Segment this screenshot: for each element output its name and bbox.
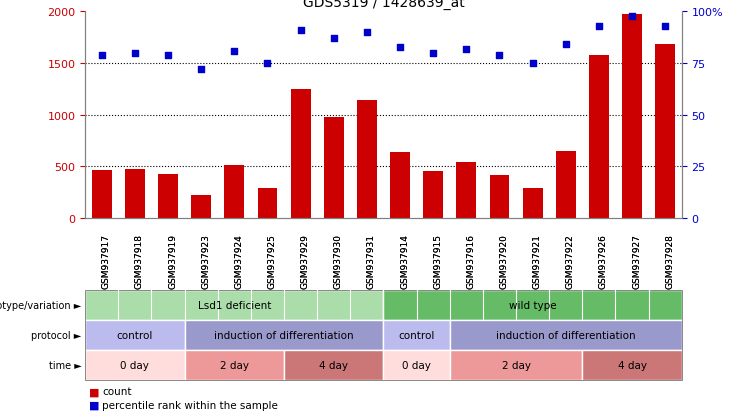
Text: time ►: time ► — [49, 360, 82, 370]
Text: GSM937926: GSM937926 — [599, 234, 608, 289]
Text: induction of differentiation: induction of differentiation — [496, 330, 636, 340]
Bar — [324, 118, 344, 218]
Point — [328, 36, 339, 43]
Text: GSM937925: GSM937925 — [268, 234, 276, 289]
Text: GSM937930: GSM937930 — [333, 234, 343, 289]
Text: genotype/variation ►: genotype/variation ► — [0, 301, 82, 311]
Text: 2 day: 2 day — [220, 360, 249, 370]
Point — [626, 13, 638, 20]
Point — [295, 28, 307, 34]
Bar — [423, 171, 443, 218]
Text: GSM937923: GSM937923 — [202, 234, 210, 289]
Bar — [357, 101, 377, 218]
Text: GSM937917: GSM937917 — [102, 234, 111, 289]
Text: GSM937918: GSM937918 — [135, 234, 144, 289]
Text: ■: ■ — [89, 387, 99, 396]
Text: control: control — [117, 330, 153, 340]
Bar — [490, 175, 509, 218]
Text: Lsd1 deficient: Lsd1 deficient — [198, 301, 271, 311]
Text: GSM937929: GSM937929 — [301, 234, 310, 289]
Text: GSM937929: GSM937929 — [301, 234, 310, 289]
Text: count: count — [102, 387, 132, 396]
Text: GSM937927: GSM937927 — [632, 234, 641, 289]
Text: wild type: wild type — [509, 301, 556, 311]
Bar — [390, 153, 410, 218]
Text: GSM937919: GSM937919 — [168, 234, 177, 289]
Text: GSM937914: GSM937914 — [400, 234, 409, 289]
Bar — [225, 166, 245, 218]
Title: GDS5319 / 1428639_at: GDS5319 / 1428639_at — [302, 0, 465, 10]
Text: GSM937931: GSM937931 — [367, 234, 376, 289]
Bar — [158, 175, 178, 218]
Point — [494, 52, 505, 59]
Text: GSM937927: GSM937927 — [632, 234, 641, 289]
Text: GSM937920: GSM937920 — [499, 234, 508, 289]
Point — [228, 48, 240, 55]
Bar — [456, 162, 476, 218]
Text: control: control — [399, 330, 435, 340]
Point — [527, 61, 539, 67]
Text: 0 day: 0 day — [121, 360, 150, 370]
Bar — [622, 15, 642, 218]
Text: 4 day: 4 day — [319, 360, 348, 370]
Bar — [556, 152, 576, 218]
Text: GSM937923: GSM937923 — [202, 234, 210, 289]
Text: GSM937914: GSM937914 — [400, 234, 409, 289]
Text: GSM937918: GSM937918 — [135, 234, 144, 289]
Point — [593, 24, 605, 30]
Text: GSM937930: GSM937930 — [333, 234, 343, 289]
Text: GSM937921: GSM937921 — [533, 234, 542, 289]
Text: GSM937916: GSM937916 — [466, 234, 475, 289]
Point — [394, 44, 406, 51]
Bar — [522, 189, 542, 218]
Bar — [655, 45, 675, 218]
Text: GSM937928: GSM937928 — [665, 234, 674, 289]
Point — [559, 42, 571, 49]
Text: GSM937924: GSM937924 — [234, 234, 243, 289]
Point — [262, 61, 273, 67]
Text: GSM937922: GSM937922 — [565, 234, 575, 289]
Text: percentile rank within the sample: percentile rank within the sample — [102, 400, 278, 410]
Text: 0 day: 0 day — [402, 360, 431, 370]
Point — [460, 46, 472, 53]
Point — [129, 50, 141, 57]
Text: GSM937922: GSM937922 — [565, 234, 575, 289]
Text: protocol ►: protocol ► — [31, 330, 82, 340]
Text: GSM937915: GSM937915 — [433, 234, 442, 289]
Bar — [290, 90, 310, 218]
Bar — [258, 189, 277, 218]
Text: GSM937925: GSM937925 — [268, 234, 276, 289]
Point — [162, 52, 174, 59]
Point — [361, 30, 373, 36]
Text: induction of differentiation: induction of differentiation — [214, 330, 354, 340]
Bar — [191, 196, 211, 218]
Point — [428, 50, 439, 57]
Bar — [92, 171, 112, 218]
Text: GSM937928: GSM937928 — [665, 234, 674, 289]
Point — [196, 67, 207, 74]
Text: GSM937915: GSM937915 — [433, 234, 442, 289]
Text: ■: ■ — [89, 400, 99, 410]
Text: GSM937931: GSM937931 — [367, 234, 376, 289]
Text: GSM937920: GSM937920 — [499, 234, 508, 289]
Text: 2 day: 2 day — [502, 360, 531, 370]
Bar — [589, 56, 609, 218]
Text: 4 day: 4 day — [617, 360, 646, 370]
Point — [659, 24, 671, 30]
Text: GSM937921: GSM937921 — [533, 234, 542, 289]
Point — [96, 52, 107, 59]
Text: GSM937917: GSM937917 — [102, 234, 111, 289]
Bar — [125, 170, 144, 218]
Text: GSM937926: GSM937926 — [599, 234, 608, 289]
Text: GSM937924: GSM937924 — [234, 234, 243, 289]
Text: GSM937916: GSM937916 — [466, 234, 475, 289]
Text: GSM937919: GSM937919 — [168, 234, 177, 289]
